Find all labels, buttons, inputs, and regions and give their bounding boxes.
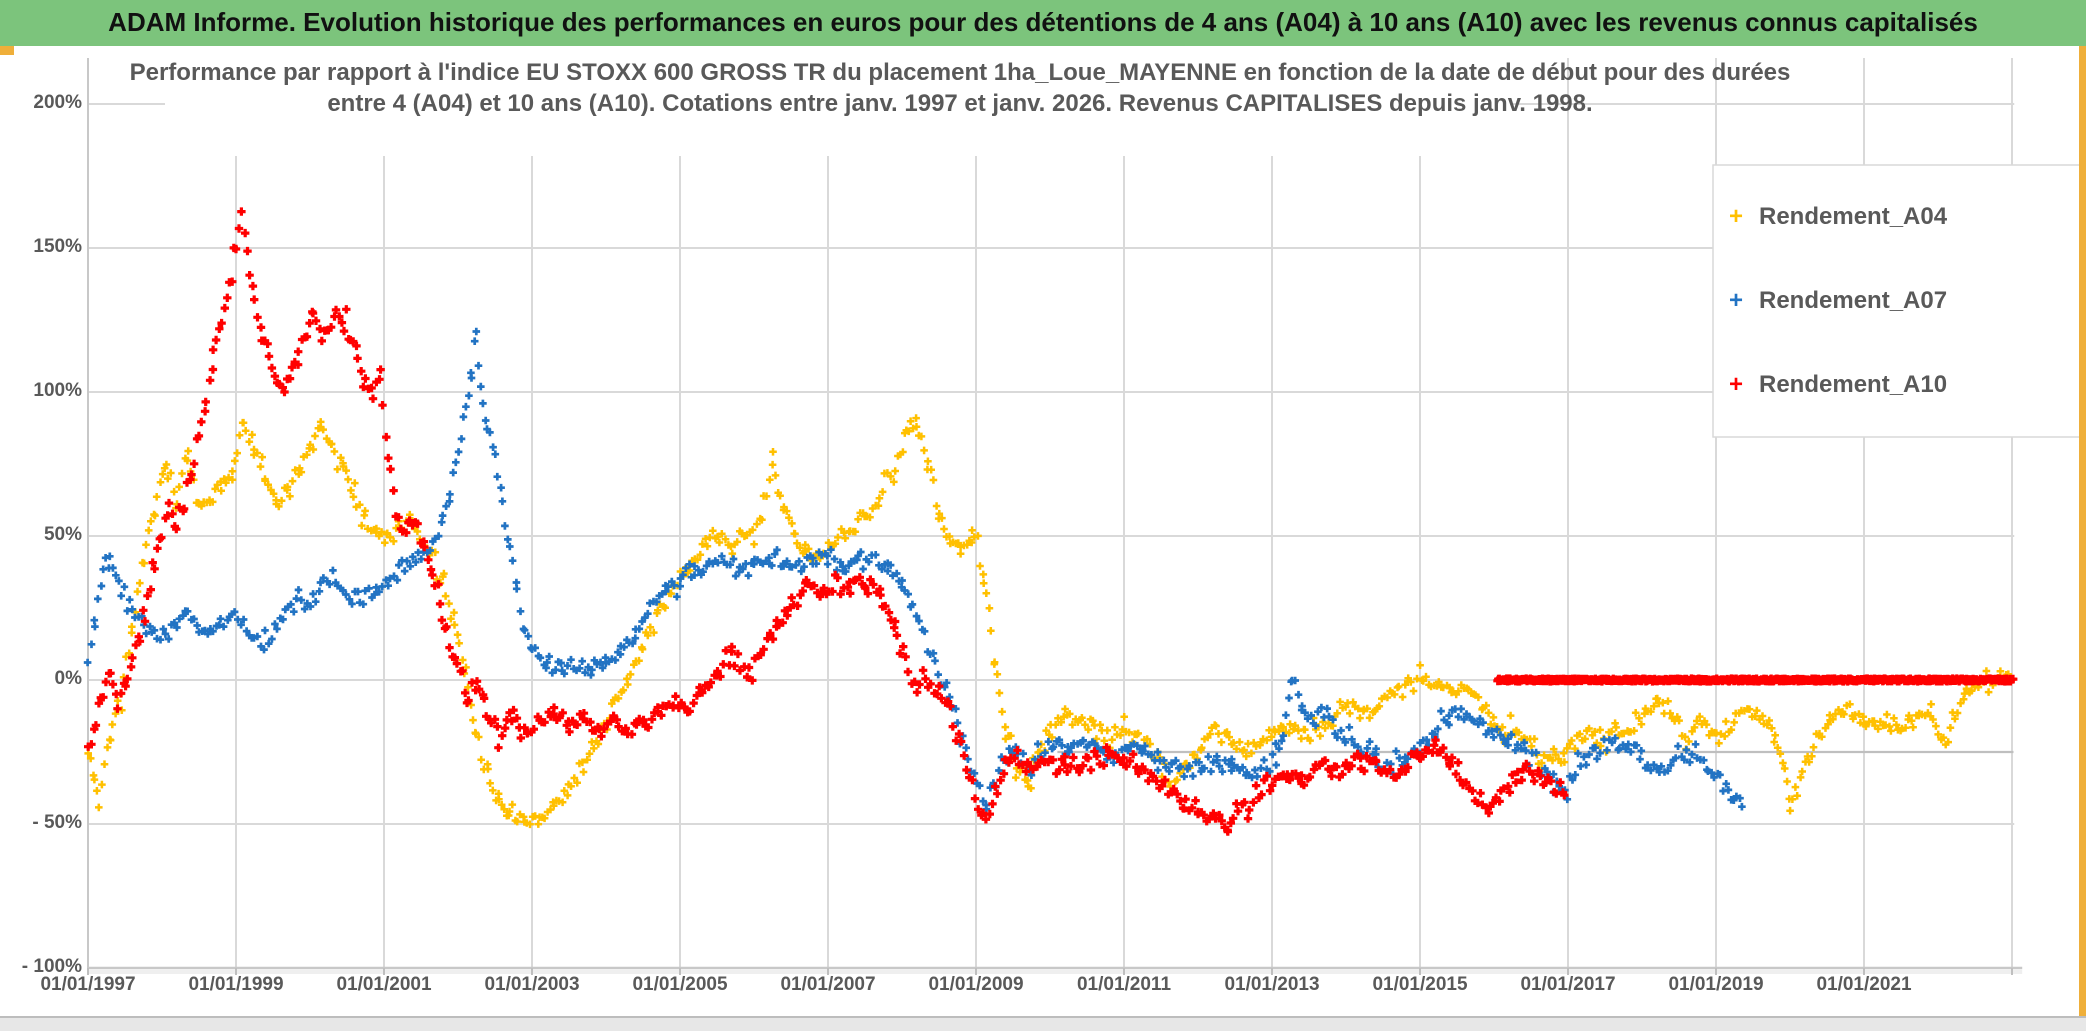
chart-title-line1: Performance par rapport à l'indice EU ST…	[129, 59, 1791, 86]
series-points-rendement_a07	[83, 327, 1746, 813]
page-title: ADAM Informe. Evolution historique des p…	[0, 0, 2086, 46]
legend-item-rendement-a07[interactable]: + Rendement_A07	[1713, 285, 2083, 317]
series-line-rendement-a10-zero	[1493, 674, 2018, 686]
chart-title: Performance par rapport à l'indice EU ST…	[90, 57, 1830, 119]
plus-marker-icon: +	[1728, 371, 1743, 398]
legend: + Rendement_A04 + Rendement_A07 + Rendem…	[1713, 165, 2083, 437]
legend-label: Rendement_A07	[1759, 287, 1948, 314]
legend-label: Rendement_A04	[1759, 203, 1948, 230]
plus-marker-icon: +	[1728, 203, 1743, 230]
series-points-rendement_a10	[84, 207, 1569, 836]
bottom-strip	[0, 1018, 2086, 1031]
bottom-divider	[0, 1016, 2086, 1018]
legend-label: Rendement_A10	[1759, 371, 1948, 398]
legend-item-rendement-a10[interactable]: + Rendement_A10	[1713, 369, 2083, 401]
legend-item-rendement-a04[interactable]: + Rendement_A04	[1713, 201, 2083, 233]
series-points-rendement_a04	[84, 414, 2013, 829]
chart-title-line2: entre 4 (A04) et 10 ans (A10). Cotations…	[327, 90, 1593, 117]
left-row-highlight-chip	[0, 46, 14, 55]
plus-marker-icon: +	[1728, 287, 1743, 314]
right-column-highlight-bar	[2079, 46, 2086, 1016]
